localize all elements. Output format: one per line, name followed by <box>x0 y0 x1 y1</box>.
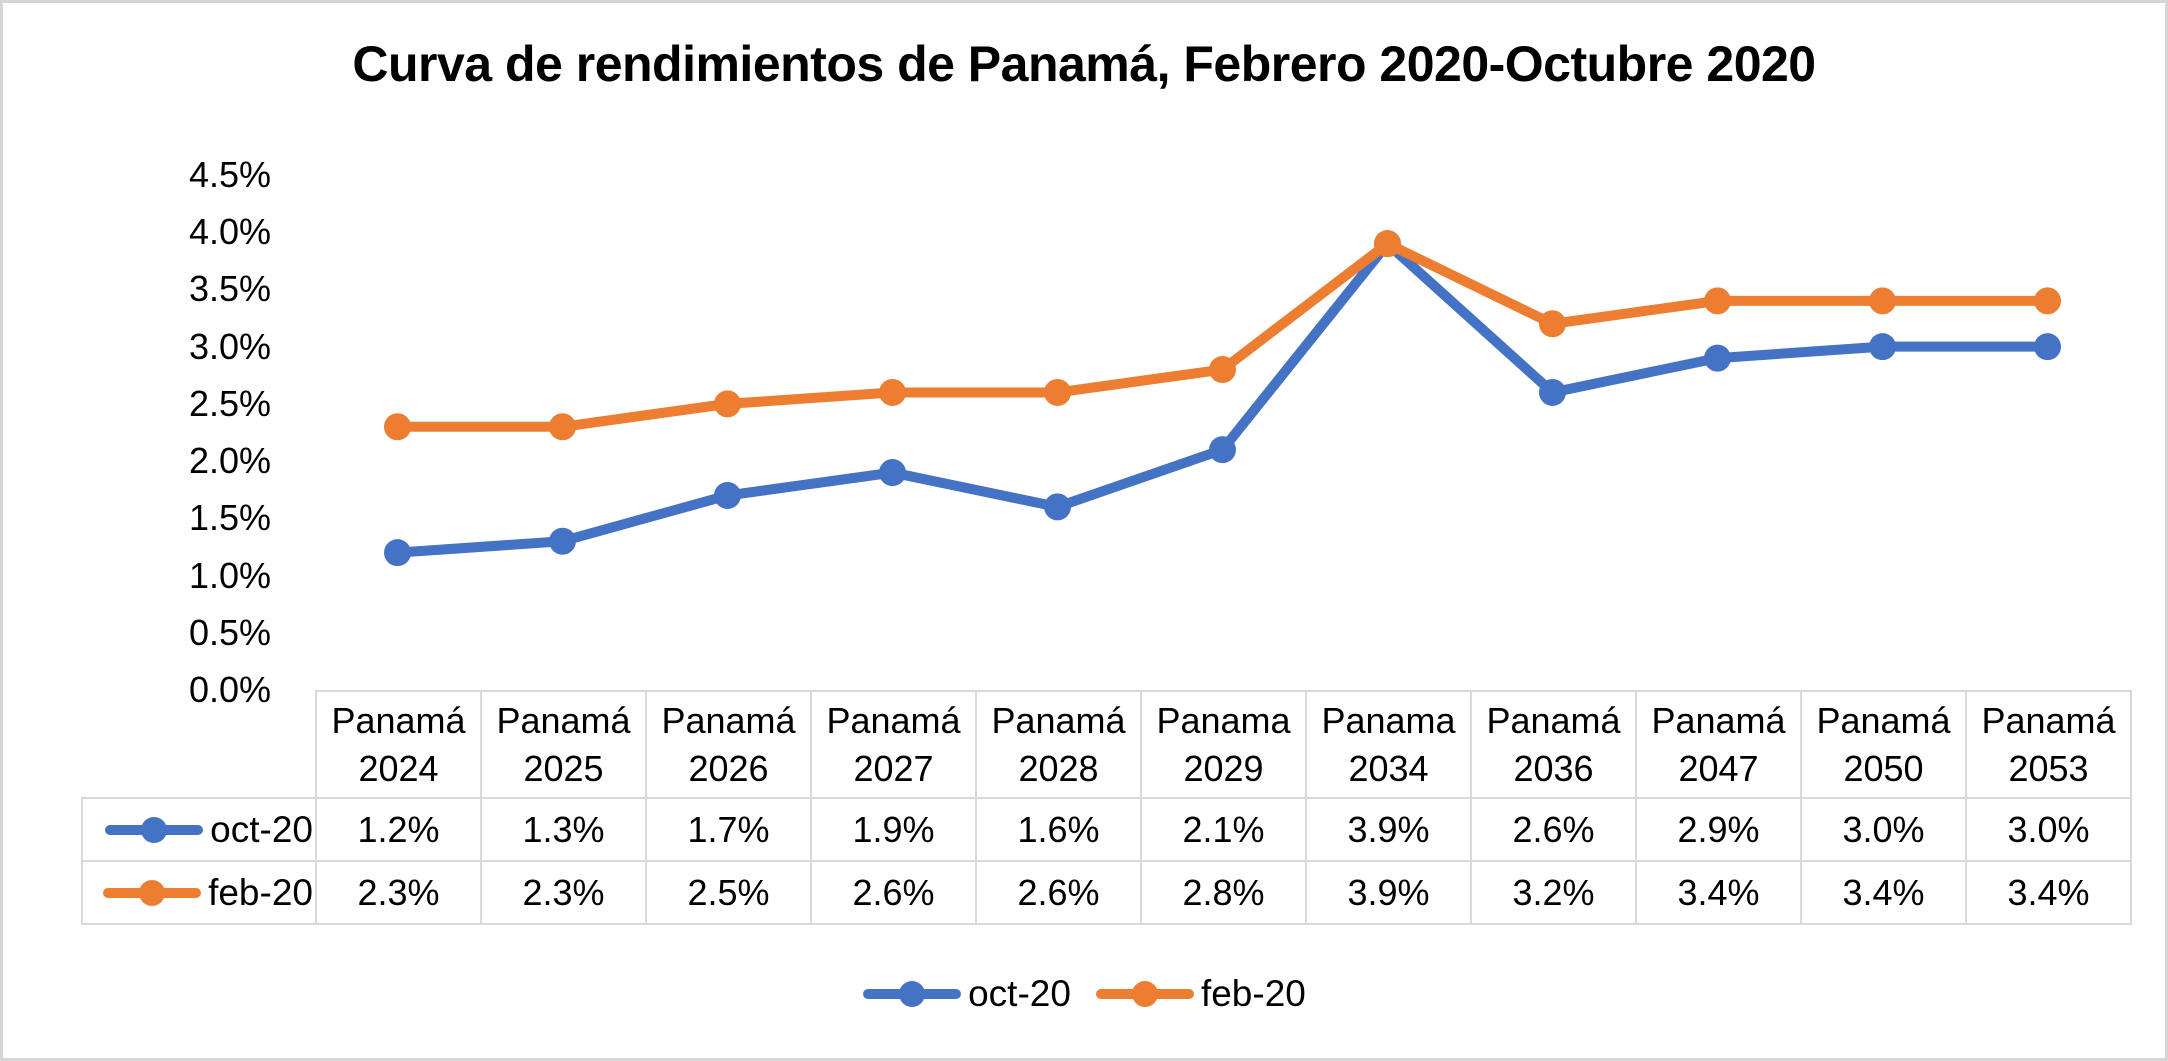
data-point-feb-20 <box>1209 356 1236 384</box>
value-cell: 3.4% <box>1635 860 1802 925</box>
category-header: Panamá 2036 <box>1470 690 1637 799</box>
category-header: Panamá 2047 <box>1635 690 1802 799</box>
legend-label: oct-20 <box>968 973 1071 1014</box>
y-axis-tick-label: 3.5% <box>188 268 271 310</box>
series-key-icon <box>103 879 202 906</box>
value-cell: 2.6% <box>975 860 1142 925</box>
data-point-oct-20 <box>1209 436 1236 464</box>
data-point-oct-20 <box>1374 230 1401 258</box>
data-point-feb-20 <box>1869 287 1896 315</box>
y-axis-tick-label: 2.0% <box>188 440 271 482</box>
value-cell: 3.2% <box>1470 860 1637 925</box>
value-cell: 2.6% <box>1470 797 1637 862</box>
y-axis-tick-label: 0.5% <box>188 611 271 653</box>
series-row-label: oct-20 <box>81 797 317 862</box>
table-header-row: Panamá 2024 Panamá 2025 Panamá 2026 Panamá 2027… <box>82 690 2132 799</box>
y-axis-tick-label: 4.0% <box>188 211 271 253</box>
value-cell: 3.4% <box>1800 860 1967 925</box>
legend-label: feb-20 <box>1200 973 1306 1014</box>
value-cell: 2.3% <box>480 860 647 925</box>
value-cell: 3.0% <box>1800 797 1967 862</box>
value-cell: 2.6% <box>810 860 977 925</box>
value-cell: 2.1% <box>1140 797 1307 862</box>
value-cell: 2.3% <box>315 860 482 925</box>
data-point-oct-20 <box>384 539 411 567</box>
category-header: Panama 2029 <box>1140 690 1307 799</box>
data-point-oct-20 <box>1869 333 1896 361</box>
chart-title: Curva de rendimientos de Panamá, Febrero… <box>352 36 1816 92</box>
data-point-feb-20 <box>384 413 411 441</box>
series-key-icon <box>1095 981 1194 1007</box>
value-cell: 2.5% <box>645 860 812 925</box>
value-cell: 1.6% <box>975 797 1142 862</box>
value-cell: 3.0% <box>1965 797 2132 862</box>
y-axis-tick-label: 1.0% <box>188 554 271 596</box>
value-cell: 2.8% <box>1140 860 1307 925</box>
series-row-label: feb-20 <box>81 860 317 925</box>
value-cell: 1.3% <box>480 797 647 862</box>
data-point-feb-20 <box>549 413 576 441</box>
category-header: Panamá 2026 <box>645 690 812 799</box>
category-header: Panamá 2028 <box>975 690 1142 799</box>
value-cell: 3.9% <box>1305 860 1472 925</box>
category-header: Panamá 2027 <box>810 690 977 799</box>
category-header: Panama 2034 <box>1305 690 1472 799</box>
data-point-feb-20 <box>1044 378 1071 406</box>
table-row-oct-20: oct-20 1.2% 1.3% 1.7% 1.9% 1.6% 2.1% 3.9% 2.6% 2.… <box>81 797 2132 862</box>
data-point-oct-20 <box>1044 493 1071 521</box>
data-point-oct-20 <box>1704 344 1731 372</box>
data-table: Panamá 2024 Panamá 2025 Panamá 2026 Panamá 2027… <box>81 690 2132 925</box>
data-point-feb-20 <box>1704 287 1731 315</box>
category-header: Panamá 2025 <box>480 690 647 799</box>
data-point-feb-20 <box>1539 310 1566 338</box>
value-cell: 3.9% <box>1305 797 1472 862</box>
data-point-feb-20 <box>1374 230 1401 258</box>
category-header: Panamá 2050 <box>1800 690 1967 799</box>
series-name: oct-20 <box>210 808 313 850</box>
data-point-oct-20 <box>549 527 576 555</box>
y-axis-tick-label: 0.0% <box>188 669 271 710</box>
legend-item-oct-20: oct-20 <box>862 973 1071 1015</box>
table-corner-cell <box>82 691 316 798</box>
data-point-feb-20 <box>714 390 741 418</box>
series-line-feb-20 <box>392 238 2053 432</box>
y-axis-tick-label: 2.5% <box>188 382 271 424</box>
legend-item-feb-20: feb-20 <box>1095 973 1306 1015</box>
series-name: feb-20 <box>208 871 313 913</box>
value-cell: 2.9% <box>1635 797 1802 862</box>
data-point-feb-20 <box>879 378 906 406</box>
y-axis-tick-label: 4.5% <box>188 154 271 195</box>
series-key-icon <box>863 981 962 1007</box>
value-cell: 1.2% <box>315 797 482 862</box>
data-point-feb-20 <box>2034 287 2061 315</box>
data-point-oct-20 <box>879 459 906 487</box>
legend: oct-20 feb-20 <box>3 973 2165 1015</box>
category-header: Panamá 2024 <box>315 690 482 799</box>
category-header: Panamá 2053 <box>1965 690 2132 799</box>
y-axis-tick-label: 3.0% <box>188 325 271 367</box>
series-line-oct-20 <box>392 238 2053 558</box>
y-axis: 4.5% 4.0% 3.5% 3.0% 2.5% 2.0% 1.5% 1.0% 0.5% 0.0% <box>3 3 271 1058</box>
value-cell: 3.4% <box>1965 860 2132 925</box>
data-point-oct-20 <box>1539 378 1566 406</box>
data-point-oct-20 <box>714 481 741 509</box>
value-cell: 1.7% <box>645 797 812 862</box>
data-point-oct-20 <box>2034 333 2061 361</box>
table-row-feb-20: feb-20 2.3% 2.3% 2.5% 2.6% 2.6% 2.8% 3.9% 3.2% 3.… <box>81 860 2132 925</box>
y-axis-tick-label: 1.5% <box>188 497 271 539</box>
series-key-icon <box>105 816 204 843</box>
value-cell: 1.9% <box>810 797 977 862</box>
